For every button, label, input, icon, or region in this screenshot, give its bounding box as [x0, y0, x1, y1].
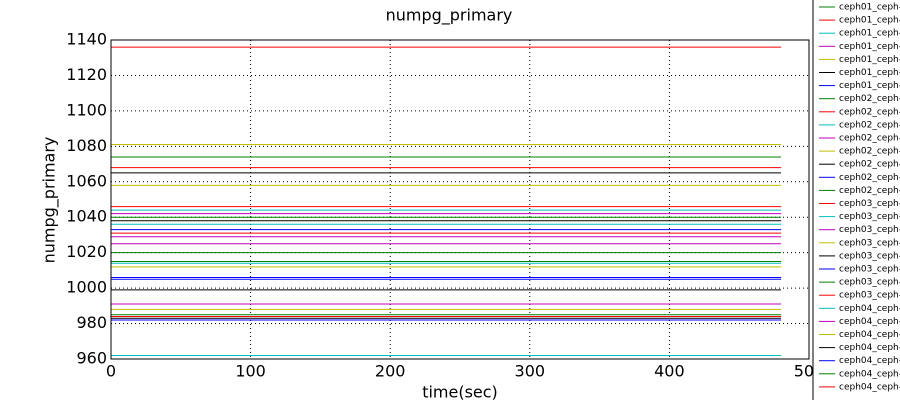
legend-label: ceph02_ceph-o: [839, 160, 900, 170]
legend-label: ceph03_ceph-o: [839, 291, 900, 301]
legend-label: ceph03_ceph-o: [839, 251, 900, 261]
legend-label: ceph01_ceph-o: [839, 29, 900, 39]
x-tick-label: 300: [515, 362, 546, 381]
y-tick-label: 1100: [66, 100, 107, 119]
y-tick-label: 1020: [66, 242, 107, 261]
x-tick-label: 0: [106, 362, 116, 381]
legend-label: ceph04_ceph-o: [839, 304, 900, 314]
legend-label: ceph01_ceph-o: [839, 81, 900, 91]
chart-title: numpg_primary: [386, 6, 513, 26]
legend-label: ceph02_ceph-o: [839, 173, 900, 183]
x-axis-label: time(sec): [422, 383, 498, 400]
x-tick-label: 200: [375, 362, 406, 381]
y-tick-label: 960: [76, 349, 107, 368]
legend-label: ceph01_ceph-o: [839, 68, 900, 78]
plot-frame: [110, 39, 810, 360]
legend-label: ceph04_ceph-o: [839, 356, 900, 366]
y-tick-label: 1000: [66, 278, 107, 297]
legend-label: ceph02_ceph-o: [839, 107, 900, 117]
y-tick-label: 980: [76, 313, 107, 332]
legend-label: ceph02_ceph-o: [839, 134, 900, 144]
legend-label: ceph04_ceph-o: [839, 330, 900, 340]
legend-box: [812, 0, 900, 400]
y-tick-label: 1140: [66, 30, 107, 49]
y-tick-label: 1120: [66, 65, 107, 84]
legend-label: ceph03_ceph-o: [839, 212, 900, 222]
legend-label: ceph03_ceph-o: [839, 199, 900, 209]
legend-label: ceph04_ceph-o: [839, 369, 900, 379]
legend-label: ceph02_ceph-o: [839, 147, 900, 157]
x-tick-label: 100: [235, 362, 266, 381]
y-tick-label: 1080: [66, 136, 107, 155]
legend-label: ceph01_ceph-o: [839, 42, 900, 52]
y-tick-label: 1060: [66, 171, 107, 190]
legend-label: ceph03_ceph-o: [839, 225, 900, 235]
legend-label: ceph01_ceph-o: [839, 16, 900, 26]
legend-label: ceph02_ceph-o: [839, 94, 900, 104]
legend-label: ceph03_ceph-o: [839, 265, 900, 275]
y-tick-label: 1040: [66, 207, 107, 226]
legend-label: ceph03_ceph-o: [839, 238, 900, 248]
legend-label: ceph04_ceph-o: [839, 317, 900, 327]
legend-label: ceph03_ceph-o: [839, 278, 900, 288]
legend-label: ceph02_ceph-o: [839, 120, 900, 130]
legend-label: ceph01_ceph-o: [839, 55, 900, 65]
y-axis-label: numpg_primary: [40, 137, 60, 264]
legend-label: ceph04_ceph-o: [839, 382, 900, 392]
legend-label: ceph02_ceph-o: [839, 186, 900, 196]
x-tick-label: 400: [654, 362, 685, 381]
legend-label: ceph01_ceph-o: [839, 3, 900, 13]
legend-label: ceph04_ceph-o: [839, 343, 900, 353]
